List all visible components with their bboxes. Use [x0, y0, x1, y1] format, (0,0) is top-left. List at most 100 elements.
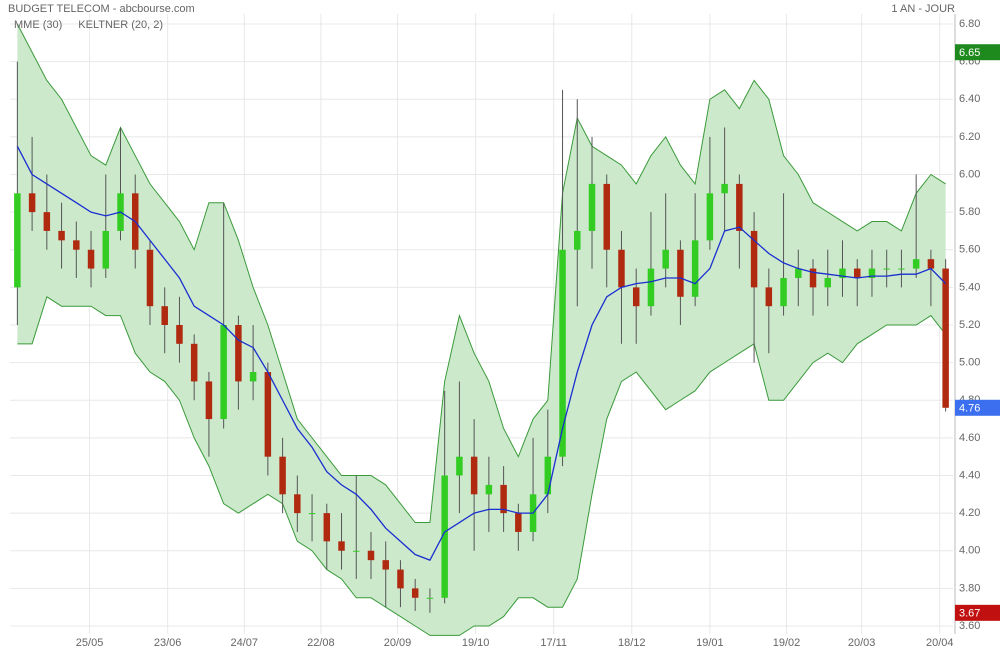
- candle-body: [441, 475, 448, 598]
- candle-body: [485, 484, 493, 495]
- x-tick-label: 18/12: [618, 637, 646, 649]
- x-tick-label: 24/07: [231, 637, 259, 649]
- y-tick-label: 4.60: [959, 432, 980, 444]
- candle-body: [942, 268, 949, 408]
- candle-body: [618, 249, 625, 288]
- candle-body: [662, 249, 669, 269]
- x-tick-label: 17/11: [540, 637, 567, 649]
- price-marker-label: 3.67: [959, 608, 980, 620]
- candle-body: [677, 249, 684, 297]
- candle-body: [898, 268, 905, 270]
- y-tick-label: 4.20: [959, 507, 980, 519]
- x-tick-label: 20/09: [384, 637, 412, 649]
- candle-body: [426, 597, 434, 599]
- candle-body: [765, 287, 773, 307]
- x-tick-label: 25/05: [76, 637, 104, 649]
- x-tick-label: 23/06: [154, 637, 182, 649]
- y-tick-label: 4.40: [959, 469, 980, 481]
- y-tick-label: 5.00: [959, 357, 980, 369]
- candle-body: [14, 193, 21, 288]
- candle-body: [411, 588, 419, 598]
- x-tick-label: 19/02: [773, 637, 801, 649]
- candle-body: [515, 513, 522, 532]
- y-tick-label: 6.00: [959, 168, 980, 180]
- candle-body: [220, 325, 227, 420]
- candle-body: [868, 268, 876, 278]
- candle-body: [647, 268, 655, 307]
- candle-body: [353, 550, 360, 552]
- candle-body: [912, 259, 920, 269]
- candle-body: [632, 287, 640, 307]
- candle-body: [500, 484, 507, 514]
- candle-body: [470, 456, 478, 495]
- y-tick-label: 3.60: [959, 620, 980, 632]
- candle-body: [927, 259, 935, 269]
- y-tick-label: 5.20: [959, 319, 980, 331]
- candle-body: [721, 183, 728, 194]
- candle-body: [544, 456, 552, 495]
- candle-body: [235, 325, 242, 382]
- candle-body: [839, 268, 846, 278]
- y-tick-label: 6.20: [959, 131, 980, 143]
- moving-average: [16, 145, 947, 561]
- y-tick-label: 4.00: [959, 545, 980, 557]
- keltner-band: [17, 24, 946, 636]
- x-tick-label: 20/03: [848, 637, 876, 649]
- y-tick-label: 6.80: [959, 18, 980, 30]
- candle-body: [205, 381, 213, 420]
- chart-title: BUDGET TELECOM - abcbourse.com: [8, 3, 195, 15]
- candle-body: [456, 456, 463, 476]
- candle-body: [176, 325, 183, 344]
- candle-body: [691, 240, 699, 297]
- candle-body: [279, 456, 286, 495]
- candle-body: [750, 230, 758, 288]
- period: 1 AN - JOUR: [891, 3, 955, 15]
- legend-entry: KELTNER (20, 2): [78, 19, 163, 31]
- candle-body: [338, 541, 345, 551]
- candle-body: [28, 193, 36, 213]
- candle-body: [249, 372, 257, 382]
- candle-body: [190, 343, 198, 382]
- candle-body: [574, 230, 581, 250]
- keltner-lower: [17, 296, 947, 636]
- keltner-upper: [16, 23, 946, 524]
- x-tick-label: 19/10: [462, 637, 490, 649]
- candle-body: [397, 569, 404, 589]
- candle-body: [588, 183, 596, 231]
- candle-body: [102, 230, 110, 269]
- price-marker: [955, 399, 1000, 416]
- y-tick-label: 5.60: [959, 244, 980, 256]
- candle-body: [73, 240, 80, 250]
- candle-body: [87, 249, 95, 269]
- candle-body: [58, 230, 65, 241]
- y-tick-label: 5.80: [959, 206, 980, 218]
- candle-body: [146, 249, 154, 307]
- candle-body: [780, 277, 787, 307]
- candle-body: [795, 268, 802, 278]
- candle-body: [736, 183, 743, 231]
- price-marker-label: 4.76: [959, 403, 980, 415]
- x-tick-label: 20/04: [926, 637, 954, 649]
- candle-body: [161, 306, 168, 325]
- candle-body: [367, 550, 375, 561]
- price-marker: [955, 44, 1000, 61]
- candle-body: [603, 183, 610, 250]
- candle-body: [294, 494, 301, 514]
- x-tick-label: 22/08: [307, 637, 335, 649]
- candle-body: [853, 268, 861, 278]
- candle-body: [43, 212, 51, 231]
- candle-body: [308, 513, 316, 515]
- candle-body: [706, 193, 714, 241]
- candle-body: [809, 268, 817, 288]
- candle-body: [264, 372, 272, 457]
- y-tick-label: 5.40: [959, 281, 980, 293]
- x-tick-label: 19/01: [696, 637, 724, 649]
- price-marker: [955, 604, 1000, 621]
- candle-body: [323, 513, 331, 542]
- y-tick-label: 6.40: [959, 93, 980, 105]
- legend-entry: MME (30): [14, 19, 62, 31]
- candle-body: [559, 249, 566, 457]
- price-marker-label: 6.65: [959, 47, 980, 59]
- candle-body: [883, 268, 890, 270]
